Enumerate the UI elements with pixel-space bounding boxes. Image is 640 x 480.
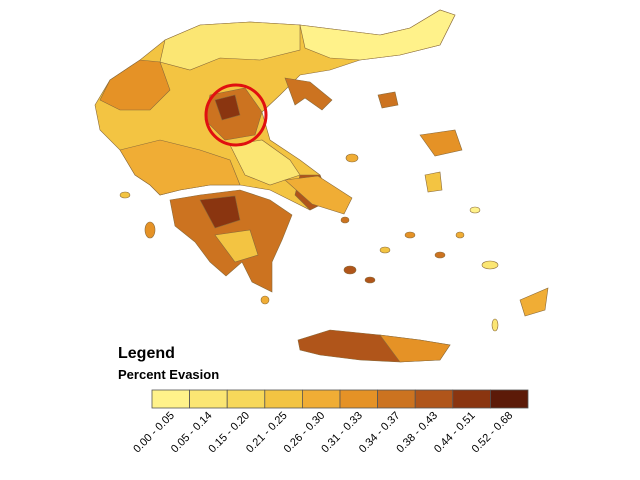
- island: [379, 246, 391, 254]
- island: [419, 129, 463, 157]
- legend-swatch: [377, 389, 416, 409]
- legend-items: 0.00 - 0.050.05 - 0.140.15 - 0.200.21 - …: [131, 389, 529, 456]
- island: [519, 287, 549, 317]
- legend-swatch: [301, 389, 341, 409]
- legend-swatch: [264, 389, 303, 409]
- highlight-circle: [204, 83, 268, 147]
- island: [469, 206, 481, 214]
- region: [379, 334, 451, 363]
- island: [491, 318, 499, 332]
- island: [404, 231, 416, 239]
- region: [99, 59, 171, 111]
- legend-swatch: [489, 389, 529, 409]
- region: [284, 77, 333, 111]
- island: [377, 91, 399, 109]
- region: [284, 175, 353, 215]
- legend-swatch: [414, 389, 454, 409]
- island: [119, 191, 131, 199]
- island: [364, 276, 376, 284]
- legend-subtitle: Percent Evasion: [118, 367, 219, 382]
- island: [260, 295, 270, 305]
- legend-title: Legend: [118, 345, 175, 362]
- legend-swatch: [339, 389, 378, 409]
- region: [119, 139, 241, 196]
- region: [214, 94, 241, 121]
- legend-swatch: [452, 389, 491, 409]
- legend-swatch: [226, 389, 266, 409]
- legend-label: 0.52 - 0.68: [470, 410, 516, 456]
- legend-swatch: [189, 389, 228, 409]
- island: [343, 265, 357, 275]
- region: [199, 195, 241, 229]
- island: [340, 216, 350, 224]
- region: [299, 9, 456, 61]
- region: [159, 21, 301, 71]
- island: [455, 231, 465, 239]
- legend-swatch: [151, 389, 190, 409]
- region: [214, 229, 259, 263]
- island: [144, 221, 156, 239]
- island: [424, 171, 443, 193]
- island: [481, 260, 499, 270]
- island: [345, 153, 359, 163]
- map: [94, 9, 549, 363]
- island: [434, 251, 446, 259]
